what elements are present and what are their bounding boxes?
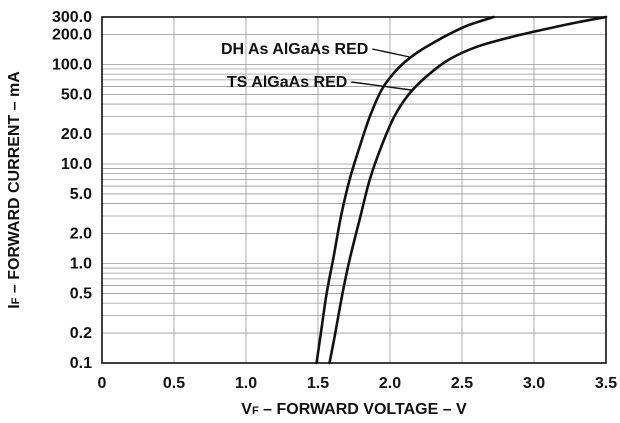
- x-tick-label: 2.0: [379, 375, 401, 392]
- y-axis-title-rest: – FORWARD CURRENT – mA: [6, 71, 23, 298]
- x-axis-title-rest: – FORWARD VOLTAGE – V: [259, 401, 467, 418]
- y-tick-label: 100.0: [52, 56, 92, 73]
- y-tick-label: 0.5: [70, 285, 92, 302]
- y-tick-label: 2.0: [70, 226, 92, 243]
- y-axis-title: IF – FORWARD CURRENT – mA: [6, 71, 23, 309]
- x-tick-label: 1.5: [307, 375, 329, 392]
- y-tick-label: 200.0: [52, 27, 92, 44]
- x-tick-label: 3.0: [523, 375, 545, 392]
- y-tick-label: 10.0: [61, 156, 92, 173]
- y-tick-label: 20.0: [61, 126, 92, 143]
- y-tick-label: 0.1: [70, 355, 92, 372]
- grid-layer: [101, 16, 607, 364]
- curve-label-leader-1: [372, 48, 410, 58]
- y-tick-label: 1.0: [70, 255, 92, 272]
- plot-frame: [101, 16, 607, 364]
- x-axis-title-subscript: F: [252, 405, 259, 417]
- tick-layer: 0.1 0.2 0.5 1.0 2.0 5.0 10.0 20.0 50.0 100.0 200.0…: [52, 9, 617, 392]
- series-line-2: [328, 15, 608, 365]
- y-tick-label: 5.0: [70, 186, 92, 203]
- y-axis-title-main: I: [6, 304, 23, 308]
- y-axis-title-subscript: F: [10, 297, 22, 304]
- x-tick-label: 0.5: [163, 375, 185, 392]
- x-tick-label: 1.0: [235, 375, 257, 392]
- x-axis-title-main: V: [241, 401, 252, 418]
- annotation-layer: DH As AlGaAs RED TS AlGaAs RED: [221, 41, 412, 91]
- y-tick-label: 0.2: [70, 325, 92, 342]
- curve-label-1: DH As AlGaAs RED: [221, 41, 368, 58]
- curve-label-2: TS AlGaAs RED: [227, 74, 347, 91]
- x-tick-label: 3.5: [595, 375, 617, 392]
- y-tick-label: 300.0: [52, 9, 92, 26]
- y-tick-label: 50.0: [61, 86, 92, 103]
- curve-label-leader-2: [351, 81, 412, 91]
- series-line-1: [315, 15, 495, 365]
- x-tick-label: 2.5: [451, 375, 473, 392]
- x-tick-label: 0: [98, 375, 107, 392]
- series-layer: [315, 15, 608, 365]
- x-axis-title: VF – FORWARD VOLTAGE – V: [241, 401, 467, 418]
